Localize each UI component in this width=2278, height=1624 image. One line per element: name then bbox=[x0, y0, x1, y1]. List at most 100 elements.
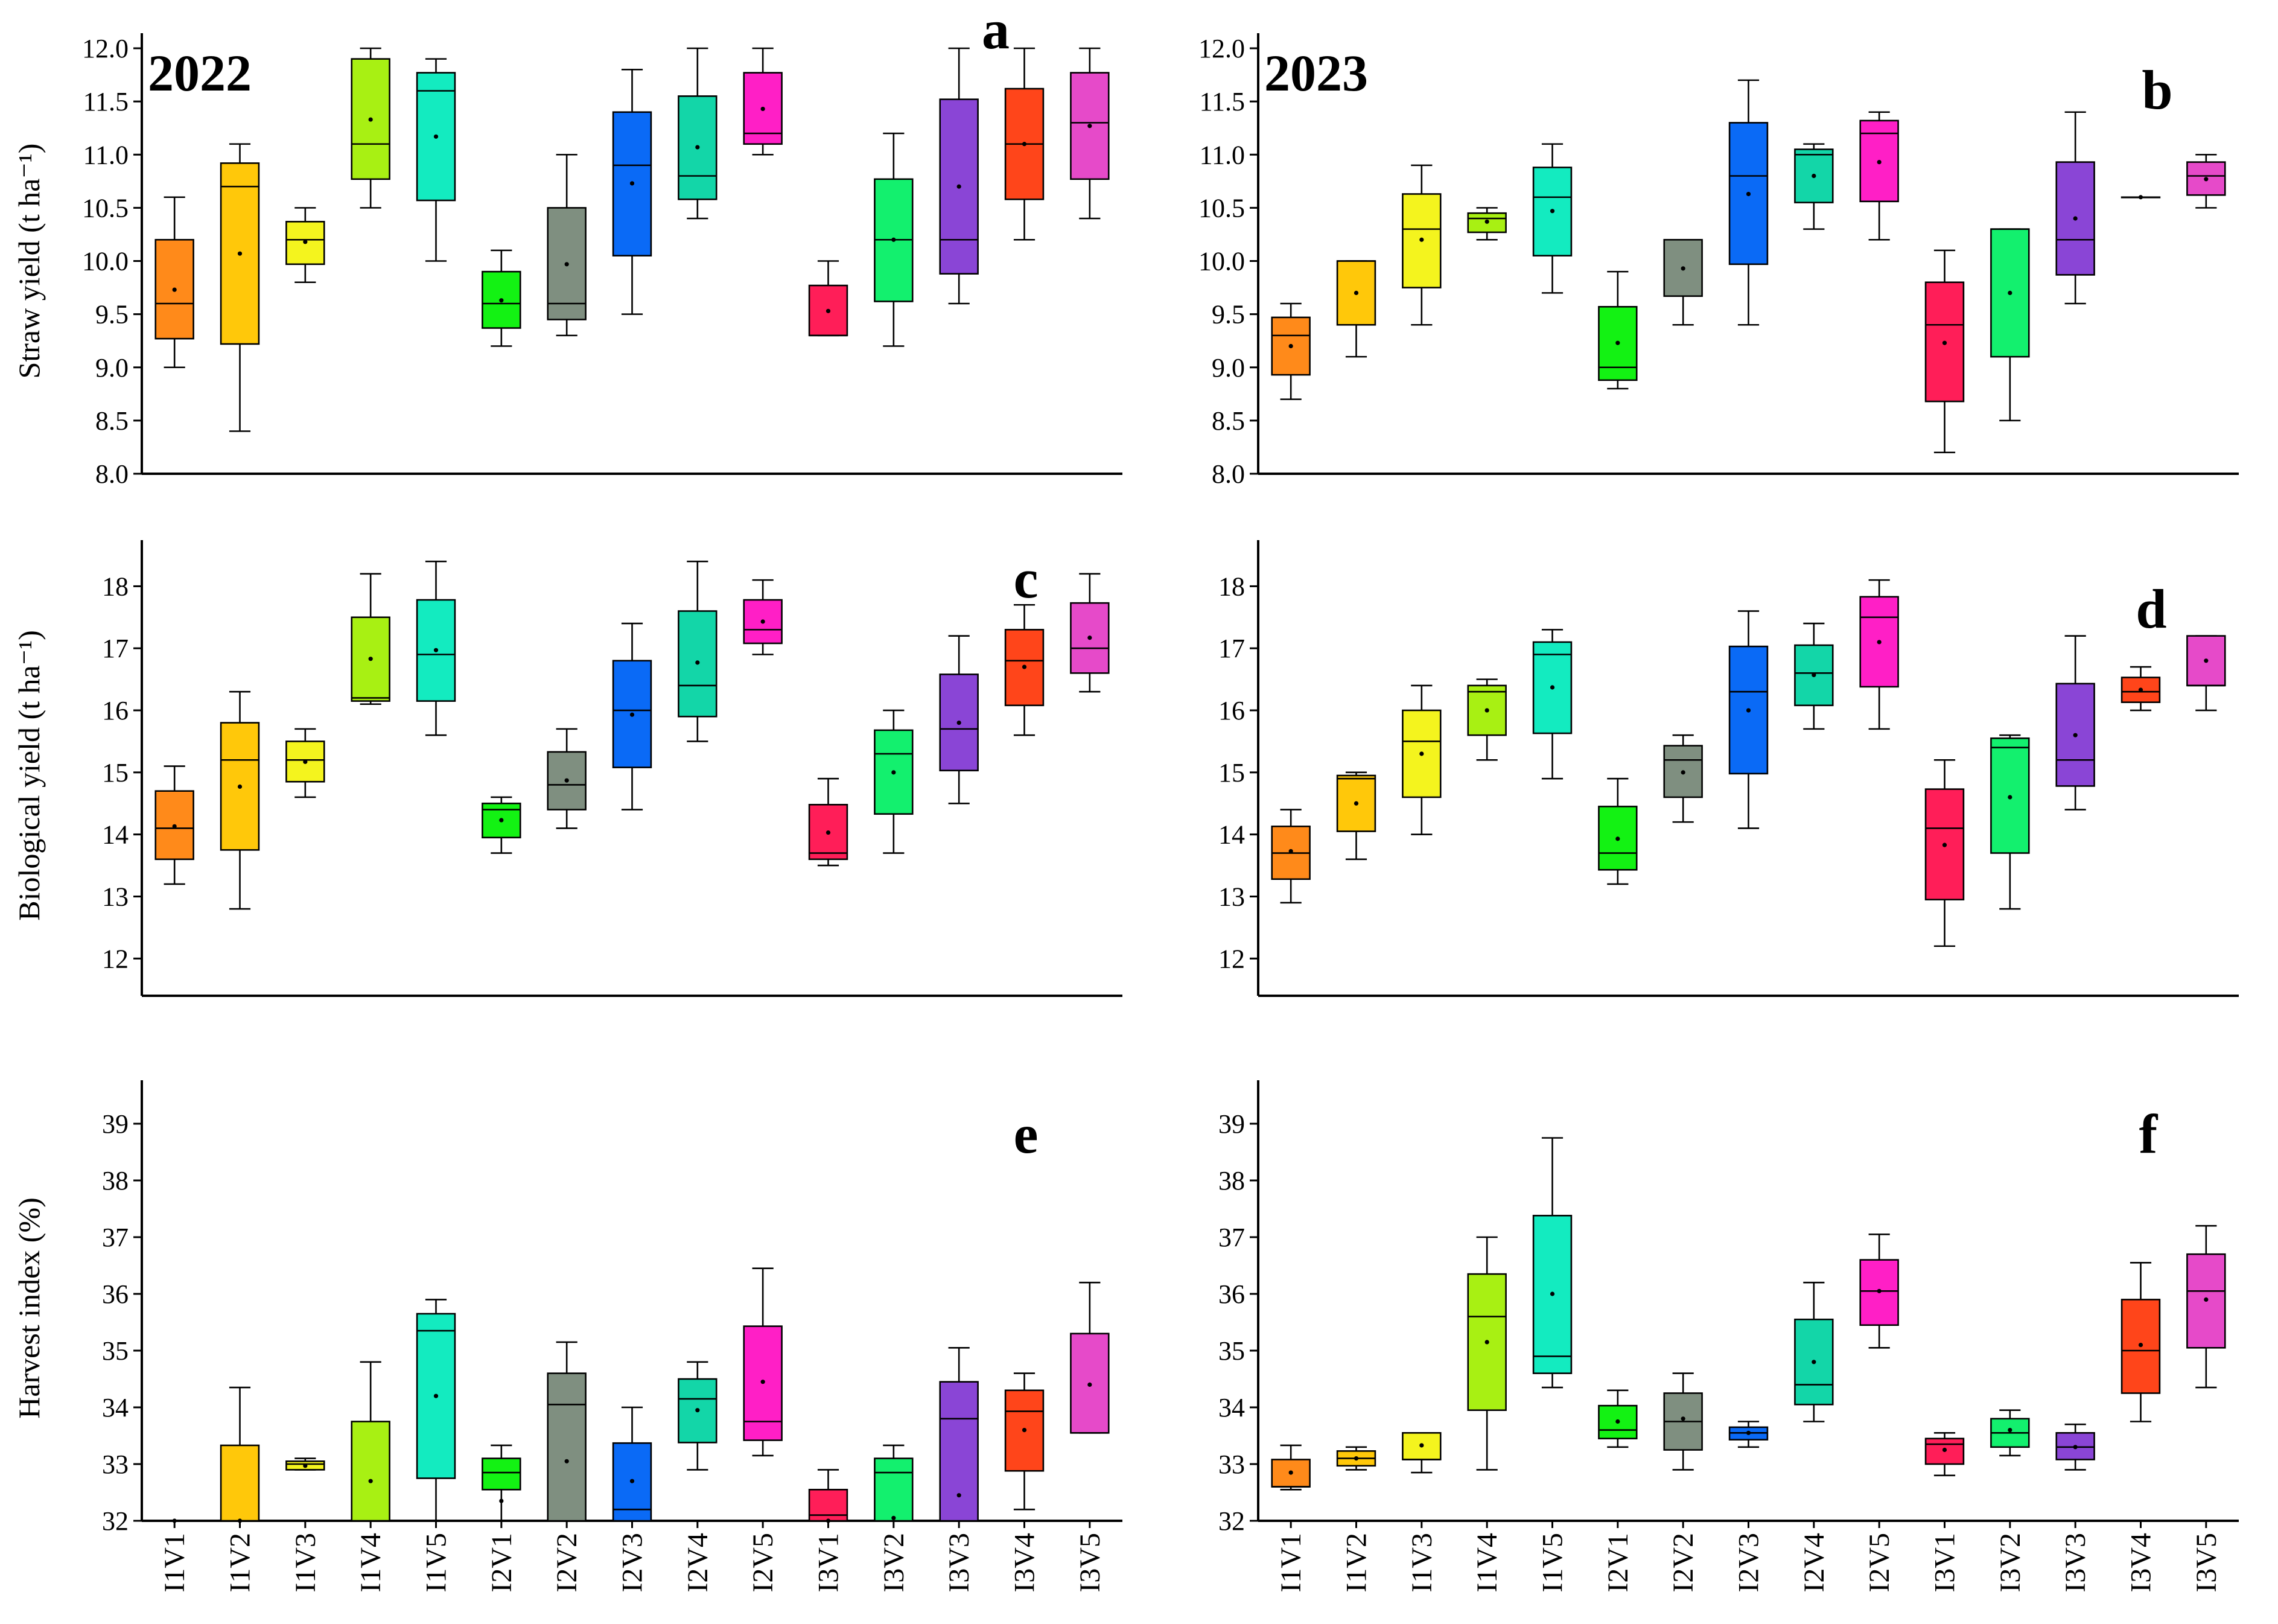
x-tick-label: I1V5 bbox=[1537, 1533, 1569, 1593]
mean-dot bbox=[891, 770, 896, 775]
iqr-box bbox=[808, 1489, 848, 1522]
box-I1V1 bbox=[1271, 1444, 1311, 1491]
box-I3V5 bbox=[1070, 47, 1110, 220]
x-tick-label: I2V5 bbox=[1863, 1533, 1895, 1593]
mean-dot bbox=[368, 117, 373, 122]
mean-dot bbox=[1681, 770, 1685, 775]
box-I3V4 bbox=[2121, 666, 2161, 712]
box-I3V5 bbox=[2186, 153, 2226, 209]
mean-dot bbox=[2073, 733, 2078, 737]
box-I2V2 bbox=[1663, 734, 1703, 823]
box-I3V2 bbox=[1990, 734, 2030, 910]
box-I3V1 bbox=[808, 1469, 848, 1523]
x-tick-label: I3V5 bbox=[1074, 1533, 1106, 1593]
y-tick-label: 15 bbox=[102, 758, 129, 788]
panel-f-harvest-index-2023: 32 33 34 35 36 37 38 39 I1V1 I1V2 I1V3 I1V4 I1V5 I2V1… bbox=[1218, 1080, 2239, 1593]
mean-dot bbox=[1288, 849, 1293, 854]
panel-a-straw-yield-2022: 8.0 8.5 9.0 9.5 10.0 10.5 11.0 11.5 12.0 Straw yi… bbox=[12, 0, 1122, 489]
box-I2V3 bbox=[1728, 1421, 1769, 1448]
iqr-box bbox=[351, 1421, 390, 1522]
x-tick-label: I1V4 bbox=[1471, 1533, 1503, 1593]
mean-dot bbox=[1419, 237, 1424, 242]
box-I2V4 bbox=[1794, 622, 1834, 730]
box-I1V1 bbox=[154, 765, 194, 885]
y-tick-label: 8.0 bbox=[95, 459, 129, 489]
mean-dot bbox=[629, 181, 635, 186]
mean-dot bbox=[1419, 1443, 1424, 1448]
mean-dot bbox=[1877, 640, 1882, 645]
box-I2V1 bbox=[482, 1444, 521, 1522]
mean-dot bbox=[564, 262, 569, 267]
y-tick-label: 8.0 bbox=[1212, 459, 1245, 489]
x-tick-label: I1V3 bbox=[1406, 1533, 1438, 1593]
box-I3V4 bbox=[2121, 1262, 2161, 1422]
x-tick-label: I2V1 bbox=[1602, 1533, 1634, 1593]
box-I2V3 bbox=[612, 68, 652, 315]
box-I2V3 bbox=[1728, 79, 1769, 326]
mean-dot bbox=[1746, 708, 1751, 713]
y-tick-label: 11.0 bbox=[83, 140, 129, 170]
mean-dot bbox=[1812, 173, 1816, 179]
mean-dot bbox=[1288, 1470, 1293, 1475]
box-I2V2 bbox=[1663, 238, 1703, 326]
mean-dot bbox=[1484, 708, 1489, 713]
y-tick-label: 11.5 bbox=[83, 87, 129, 116]
iqr-box bbox=[220, 722, 260, 851]
box-I1V2 bbox=[220, 690, 260, 910]
mean-dot bbox=[237, 251, 243, 256]
box-I1V1 bbox=[1271, 809, 1311, 904]
mean-dot bbox=[1354, 801, 1359, 806]
mean-dot bbox=[1615, 836, 1620, 841]
mean-dot bbox=[956, 721, 961, 725]
mean-dot bbox=[891, 237, 896, 242]
box-I2V5 bbox=[1859, 579, 1899, 730]
y-tick-label: 12 bbox=[102, 944, 129, 973]
mean-dot bbox=[499, 1498, 504, 1503]
x-tick-label: I3V2 bbox=[1994, 1533, 2026, 1593]
y-tick-label: 37 bbox=[102, 1223, 129, 1252]
year-label: 2022 bbox=[148, 44, 252, 102]
mean-dot bbox=[956, 1493, 961, 1498]
iqr-box bbox=[285, 220, 325, 266]
mean-dot bbox=[2138, 687, 2143, 692]
x-tick-label: I3V3 bbox=[943, 1533, 975, 1593]
mean-dot bbox=[1484, 1340, 1489, 1345]
mean-dot bbox=[1550, 685, 1555, 690]
box-I2V4 bbox=[678, 47, 717, 220]
panel-letter: b bbox=[2142, 59, 2172, 121]
y-tick-label: 35 bbox=[1218, 1336, 1245, 1366]
box-I2V5 bbox=[743, 47, 783, 156]
mean-dot bbox=[172, 287, 177, 292]
box-I2V3 bbox=[612, 622, 652, 810]
iqr-box bbox=[874, 1457, 914, 1522]
mean-dot bbox=[695, 145, 700, 150]
y-tick-label: 37 bbox=[1218, 1223, 1245, 1252]
mean-dot bbox=[1022, 142, 1027, 147]
box-I3V3 bbox=[939, 47, 979, 305]
mean-dot bbox=[1615, 340, 1620, 345]
y-tick-label: 15 bbox=[1218, 758, 1245, 788]
mean-dot bbox=[1354, 1456, 1359, 1461]
y-tick-label: 12.0 bbox=[82, 34, 129, 63]
y-tick-label: 34 bbox=[1218, 1393, 1245, 1422]
y-tick-label: 10.5 bbox=[82, 193, 129, 223]
mean-dot bbox=[1877, 159, 1882, 165]
mean-dot bbox=[1288, 343, 1293, 349]
x-tick-label: I1V3 bbox=[290, 1533, 322, 1593]
box-I2V1 bbox=[1598, 270, 1638, 390]
y-tick-label: 39 bbox=[1218, 1109, 1245, 1139]
y-tick-label: 14 bbox=[1218, 820, 1245, 850]
mean-dot bbox=[368, 1479, 373, 1483]
mean-dot bbox=[1022, 1428, 1027, 1433]
mean-dot bbox=[303, 240, 308, 244]
box-I1V3 bbox=[1402, 164, 1442, 326]
y-tick-label: 38 bbox=[1218, 1166, 1245, 1196]
box-I3V1 bbox=[1924, 1432, 1965, 1477]
box-I3V3 bbox=[2055, 111, 2095, 305]
y-tick-label: 9.0 bbox=[95, 353, 129, 383]
mean-dot bbox=[2008, 1428, 2012, 1433]
mean-dot bbox=[956, 184, 961, 189]
box-I3V1 bbox=[808, 260, 848, 337]
box-I1V3 bbox=[1402, 1432, 1442, 1474]
box-I2V3 bbox=[612, 1406, 652, 1522]
